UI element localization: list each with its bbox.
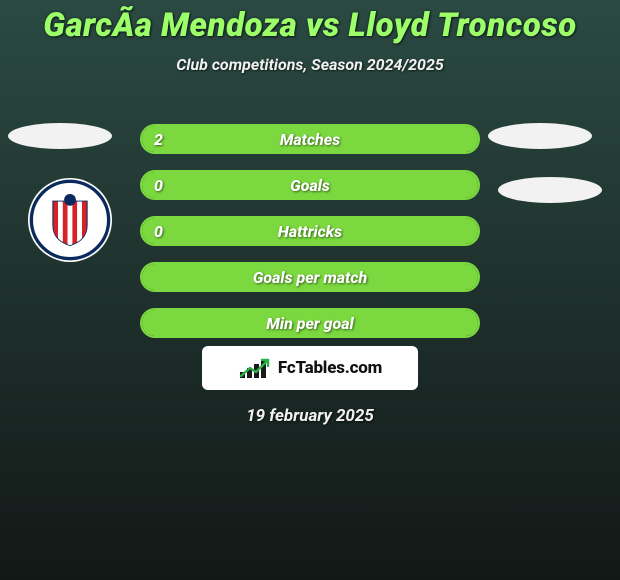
player-left-ellipse bbox=[8, 123, 112, 149]
stat-label: Goals per match bbox=[142, 268, 478, 287]
player-right-ellipse-a bbox=[488, 123, 592, 149]
stat-row: Matches2 bbox=[140, 124, 480, 154]
page-title: GarcÃ­a Mendoza vs Lloyd Troncoso bbox=[0, 0, 620, 45]
season-subtitle: Club competitions, Season 2024/2025 bbox=[0, 55, 620, 74]
stat-row: Hattricks0 bbox=[140, 216, 480, 246]
comparison-card: GarcÃ­a Mendoza vs Lloyd Troncoso Club c… bbox=[0, 0, 620, 580]
stat-value-left: 0 bbox=[154, 176, 163, 195]
stat-row: Goals0 bbox=[140, 170, 480, 200]
stat-label: Goals bbox=[142, 176, 478, 195]
branding-text: FcTables.com bbox=[278, 358, 382, 378]
player-right-ellipse-b bbox=[498, 177, 602, 203]
stat-row: Goals per match bbox=[140, 262, 480, 292]
stats-arena: Matches2Goals0Hattricks0Goals per matchM… bbox=[0, 102, 620, 332]
stat-label: Matches bbox=[142, 130, 478, 149]
stat-row: Min per goal bbox=[140, 308, 480, 338]
stat-label: Min per goal bbox=[142, 314, 478, 333]
club-crest bbox=[28, 178, 112, 262]
stat-label: Hattricks bbox=[142, 222, 478, 241]
stats-rows: Matches2Goals0Hattricks0Goals per matchM… bbox=[140, 124, 480, 354]
snapshot-date: 19 february 2025 bbox=[0, 406, 620, 426]
branding-bars-icon bbox=[238, 356, 272, 380]
branding-badge: FcTables.com bbox=[202, 346, 418, 390]
stat-value-left: 0 bbox=[154, 222, 163, 241]
stat-value-left: 2 bbox=[154, 130, 163, 149]
club-crest-svg bbox=[28, 178, 112, 262]
